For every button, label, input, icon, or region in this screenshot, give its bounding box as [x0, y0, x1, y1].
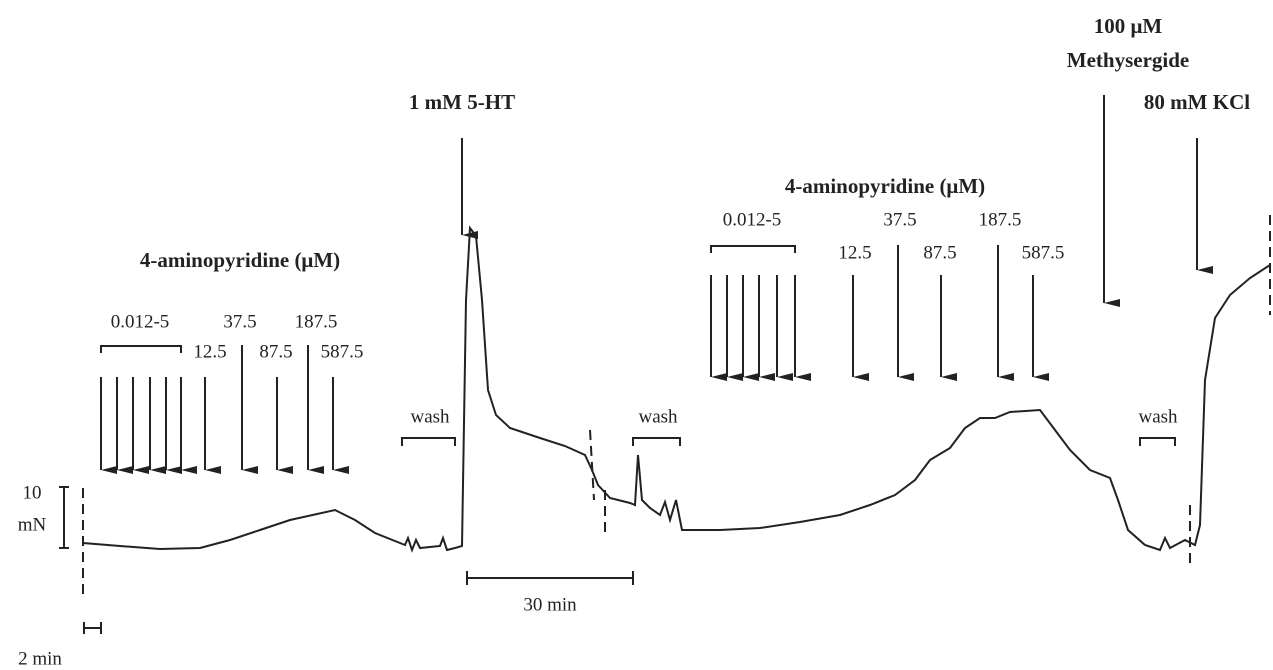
dose-label: 37.5	[883, 209, 916, 230]
time-scale-bar	[466, 571, 634, 585]
dose-label: 12.5	[193, 341, 226, 362]
drug-label: 100 μM	[1094, 14, 1163, 38]
dose-label: 37.5	[223, 311, 256, 332]
dose-label: 587.5	[1022, 242, 1065, 263]
arrows	[710, 245, 1049, 381]
drug-label: 80 mM KCl	[1144, 90, 1250, 114]
bracket	[710, 245, 796, 253]
dose-label: 187.5	[295, 311, 338, 332]
bracket	[100, 345, 182, 353]
dose-label: 87.5	[923, 242, 956, 263]
wash-label: wash	[410, 406, 450, 427]
dose-label: 87.5	[259, 341, 292, 362]
wash-bracket	[632, 437, 681, 446]
dose-label: 0.012-5	[111, 311, 170, 332]
group-title: 4-aminopyridine (μM)	[140, 248, 340, 272]
dose-label: 187.5	[979, 209, 1022, 230]
dose-label: 12.5	[838, 242, 871, 263]
scale-label: mN	[18, 514, 47, 535]
group-title: 4-aminopyridine (μM)	[785, 174, 985, 198]
force-scale-bar	[59, 486, 69, 549]
wash-label: wash	[638, 406, 678, 427]
scale-label: 2 min	[18, 648, 62, 669]
drug-label: 1 mM 5-HT	[409, 90, 515, 114]
arrows	[100, 345, 349, 474]
wash-bracket	[401, 437, 456, 446]
scale-label: 30 min	[523, 594, 577, 615]
dashed-marker	[589, 429, 595, 501]
wash-bracket	[1139, 437, 1176, 446]
drug-label: Methysergide	[1067, 48, 1189, 72]
force-trace	[82, 225, 1271, 553]
dose-label: 587.5	[321, 341, 364, 362]
scale-label: 10	[23, 482, 42, 503]
time-scale-bar	[83, 622, 102, 634]
wash-label: wash	[1138, 406, 1178, 427]
dose-label: 0.012-5	[723, 209, 782, 230]
